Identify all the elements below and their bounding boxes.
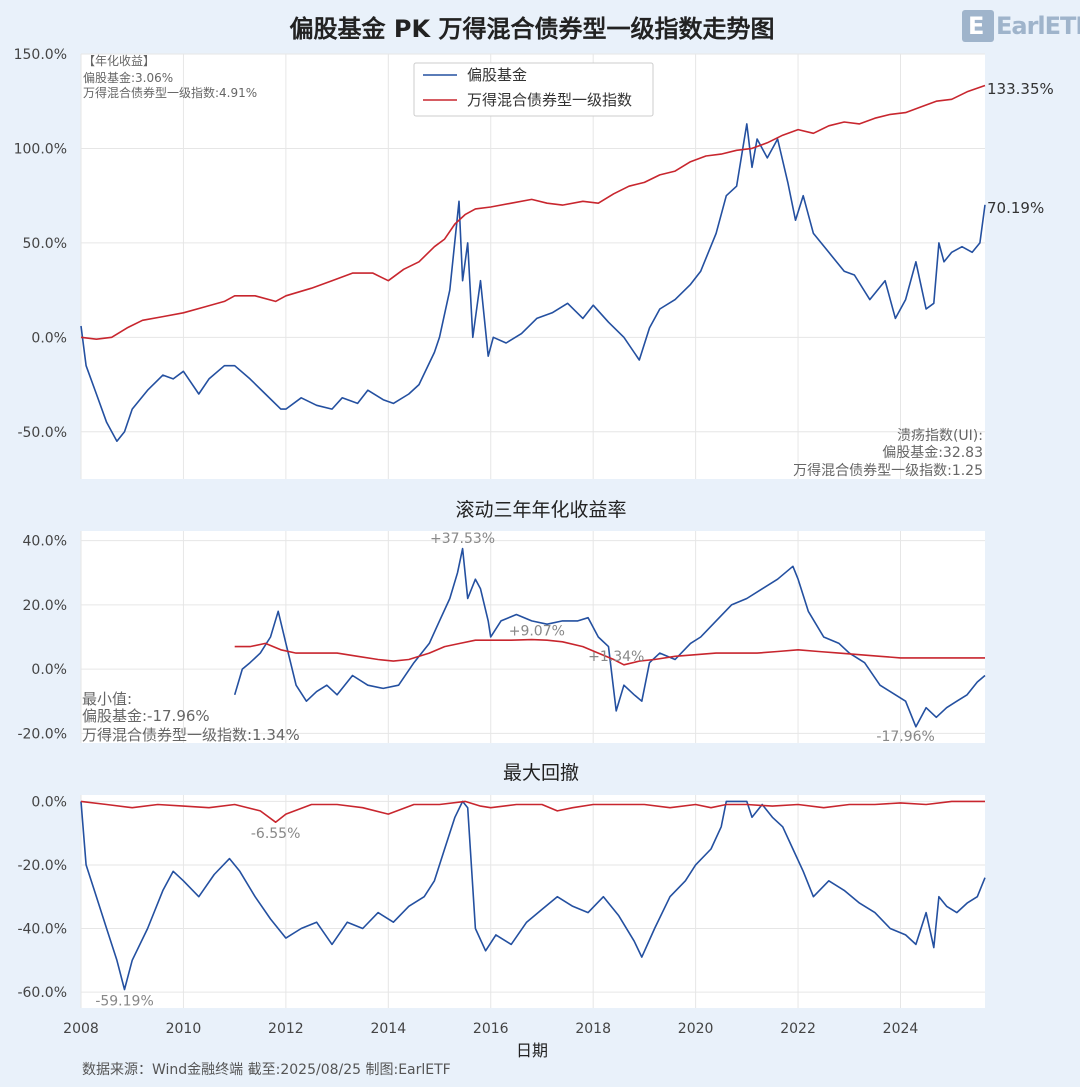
annotation-label: -17.96% [876, 729, 934, 745]
series-line-fund [80, 123, 986, 442]
main-title: 偏股基金 PK 万得混合债券型一级指数走势图 [290, 15, 775, 43]
plot-area [81, 795, 985, 1008]
annual-return-bond: 万得混合债券型一级指数:4.91% [83, 85, 257, 100]
x-tick-label: 2014 [370, 1021, 406, 1037]
y-tick-label: 100.0% [14, 141, 67, 157]
y-tick-label: 50.0% [23, 236, 67, 252]
x-tick-label: 2024 [883, 1021, 919, 1037]
logo-text: EarlETF [996, 12, 1080, 40]
x-tick-label: 2016 [473, 1021, 509, 1037]
logo-mark-icon: E [962, 10, 994, 42]
y-tick-label: 150.0% [14, 47, 67, 63]
x-tick-label: 2012 [268, 1021, 304, 1037]
x-tick-label: 2008 [63, 1021, 99, 1037]
min-values-fund: 偏股基金:-17.96% [82, 707, 210, 725]
annual-return-title: 【年化收益】 [83, 54, 155, 68]
x-tick-label: 2018 [575, 1021, 611, 1037]
legend [413, 62, 654, 117]
plot-area [81, 531, 985, 743]
panel-3 [80, 795, 986, 1008]
min-values-title: 最小值: [82, 690, 132, 708]
y-tick-label: -60.0% [17, 985, 67, 1001]
x-tick-label: 2010 [166, 1021, 202, 1037]
annotation-label: +9.07% [509, 624, 565, 640]
x-tick-label: 2020 [678, 1021, 714, 1037]
y-tick-label: 0.0% [31, 662, 67, 678]
y-tick-label: 0.0% [31, 330, 67, 346]
panel-title: 滚动三年年化收益率 [455, 499, 626, 521]
y-tick-label: -20.0% [17, 858, 67, 874]
ulcer-index-fund: 偏股基金:32.83 [882, 444, 983, 461]
end-label-bond: 133.35% [987, 80, 1054, 98]
series-line-fund [80, 800, 986, 991]
y-tick-label: -50.0% [17, 425, 67, 441]
series-line-bond [80, 800, 985, 823]
min-values-bond: 万得混合债券型一级指数:1.34% [82, 726, 300, 744]
annotation-label: -6.55% [251, 826, 301, 842]
annotation-label: +37.53% [430, 531, 495, 547]
ulcer-index-title: 溃疡指数(UI): [897, 428, 983, 444]
legend-label: 偏股基金 [467, 66, 527, 84]
series-line-bond [234, 638, 985, 666]
end-label-fund: 70.19% [987, 199, 1044, 217]
y-tick-label: 0.0% [31, 794, 67, 810]
annotation-label: +1.34% [588, 649, 644, 665]
y-tick-label: 20.0% [23, 598, 67, 614]
legend-label: 万得混合债券型一级指数 [467, 91, 632, 109]
y-tick-label: -20.0% [17, 726, 67, 742]
y-tick-label: 40.0% [23, 534, 67, 550]
annotation-label: -59.19% [95, 994, 153, 1010]
source-note: 数据来源：Wind金融终端 截至:2025/08/25 制图:EarlETF [82, 1062, 451, 1078]
ulcer-index-bond: 万得混合债券型一级指数:1.25 [793, 462, 983, 479]
x-axis-label: 日期 [516, 1041, 548, 1060]
series-line-fund [233, 547, 986, 728]
annual-return-fund: 偏股基金:3.06% [83, 70, 173, 85]
panel-1 [80, 53, 986, 479]
panel-title: 最大回撤 [503, 762, 579, 784]
plot-area [81, 54, 985, 479]
x-tick-label: 2022 [780, 1021, 816, 1037]
earletf-logo: E EarlETF [962, 10, 1080, 44]
y-tick-label: -40.0% [17, 922, 67, 938]
panel-2 [80, 531, 986, 743]
legend-box [413, 62, 654, 117]
series-line-bond [80, 84, 986, 340]
